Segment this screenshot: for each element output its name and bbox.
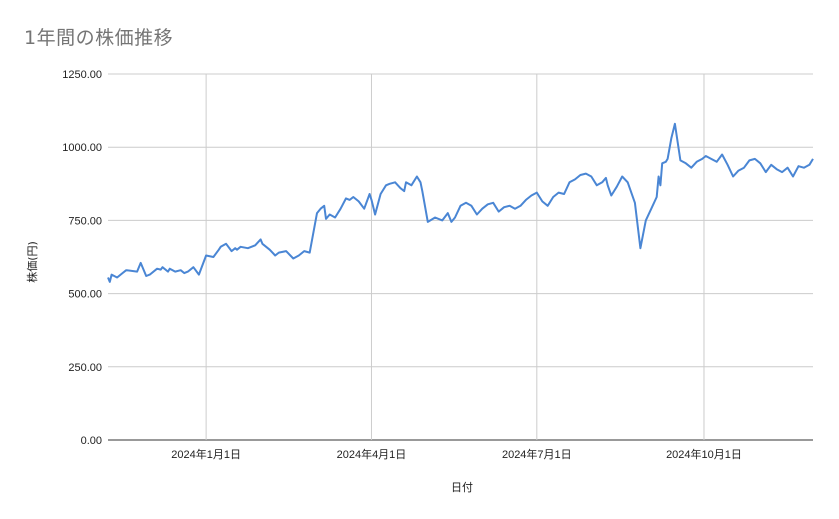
x-tick-label: 2024年7月1日 [502,447,572,461]
x-tick-label: 2024年4月1日 [337,447,407,461]
x-tick-label: 2024年10月1日 [666,447,742,461]
y-tick-label: 500.00 [68,289,102,301]
y-tick-labels: 0.00 250.00 500.00 750.00 1000.00 1250.00 [62,69,102,447]
x-gridlines [205,74,705,440]
y-tick-label: 250.00 [68,362,102,374]
y-gridlines [108,73,813,441]
x-tick-label: 2024年1月1日 [171,447,241,461]
y-tick-label: 0.00 [81,435,102,447]
y-tick-label: 1250.00 [62,69,102,81]
price-series-line [107,122,814,283]
y-tick-label: 1000.00 [62,142,102,154]
x-axis-title: 日付 [451,481,473,494]
y-tick-label: 750.00 [68,215,102,227]
y-axis-title: 株価(円) [25,241,39,283]
chart-title: 1年間の株価推移 [24,27,174,49]
x-tick-labels: 2024年1月1日 2024年4月1日 2024年7月1日 2024年10月1日 [171,447,742,461]
